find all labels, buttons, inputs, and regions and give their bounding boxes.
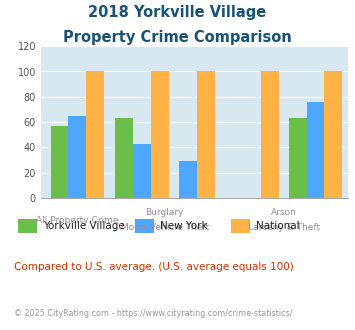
Text: Larceny & Theft: Larceny & Theft — [248, 223, 320, 232]
Text: New York: New York — [160, 221, 207, 231]
Bar — [86, 72, 104, 198]
Text: Compared to U.S. average. (U.S. average equals 100): Compared to U.S. average. (U.S. average … — [14, 262, 294, 272]
Text: © 2025 CityRating.com - https://www.cityrating.com/crime-statistics/: © 2025 CityRating.com - https://www.city… — [14, 309, 293, 317]
Text: Arson: Arson — [271, 208, 297, 217]
Text: 2018 Yorkville Village: 2018 Yorkville Village — [88, 5, 267, 20]
Text: Motor Vehicle Theft: Motor Vehicle Theft — [121, 223, 209, 232]
Bar — [324, 72, 342, 198]
Bar — [289, 118, 307, 198]
Text: Property Crime Comparison: Property Crime Comparison — [63, 30, 292, 45]
Bar — [68, 116, 86, 198]
Bar — [307, 102, 324, 198]
Text: Yorkville Village: Yorkville Village — [43, 221, 124, 231]
Bar — [179, 161, 197, 198]
Bar — [133, 144, 151, 198]
Text: National: National — [256, 221, 299, 231]
Text: Burglary: Burglary — [146, 208, 184, 217]
Bar — [197, 72, 214, 198]
Bar — [261, 72, 279, 198]
Bar — [115, 118, 133, 198]
Bar — [50, 126, 68, 198]
Text: All Property Crime: All Property Crime — [36, 216, 119, 225]
Bar — [151, 72, 169, 198]
